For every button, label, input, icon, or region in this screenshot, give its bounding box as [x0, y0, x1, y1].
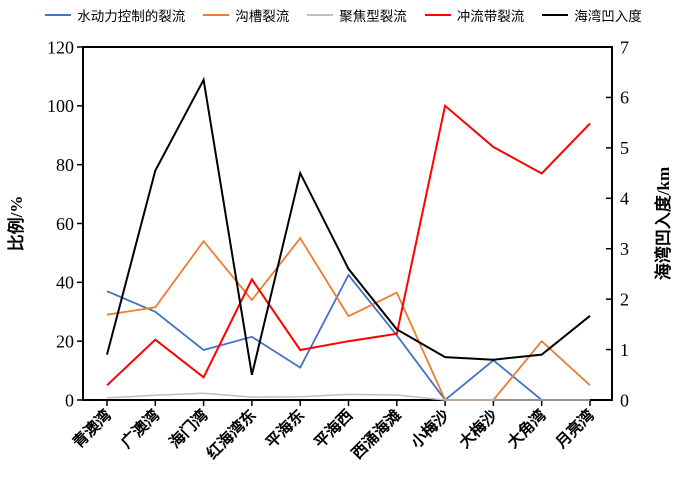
legend-item-swash-rip: 冲流带裂流	[424, 5, 525, 25]
series-line-2-rip-ratio	[106, 392, 590, 401]
legend-label: 水动力控制的裂流	[77, 9, 186, 24]
series-line-1-rip-ratio	[106, 236, 591, 401]
x-tick-label: 大梅沙	[455, 405, 502, 452]
legend: 水动力控制的裂流 沟槽裂流 聚焦型裂流 冲流带裂流 海湾凹入度	[0, 5, 687, 25]
y-right-tick-label: 2	[620, 289, 629, 309]
y-right-tick-label: 3	[620, 239, 629, 259]
legend-label: 海湾凹入度	[574, 9, 642, 24]
y-right-tick-label: 1	[620, 340, 629, 360]
legend-swatch-black-line-icon	[542, 14, 569, 16]
series-line-0-rip-ratio	[106, 273, 543, 402]
y-right-tick-label: 0	[620, 390, 629, 410]
y-left-tick-label: 80	[56, 155, 74, 175]
plot-border	[82, 46, 613, 401]
series-line-4-bay-indentation	[106, 76, 591, 376]
x-tick-label: 海门湾	[165, 405, 212, 452]
legend-label: 冲流带裂流	[456, 9, 525, 24]
x-tick-label: 西涌海滩	[347, 405, 405, 463]
x-tick-label: 平海西	[310, 405, 356, 451]
x-tick-label: 青澳湾	[69, 405, 116, 452]
y-left-tick-label: 100	[47, 96, 74, 116]
y-right-tick-label: 6	[620, 88, 629, 108]
x-tick-label: 小梅沙	[407, 405, 454, 452]
right-axis-title: 海湾凹入度/km	[653, 167, 673, 280]
y-left-tick-label: 60	[56, 214, 74, 234]
y-left-tick-label: 20	[56, 331, 74, 351]
y-left-tick-label: 0	[65, 390, 74, 410]
series-line-3-rip-ratio	[106, 103, 591, 387]
y-right-tick-label: 4	[620, 189, 629, 209]
legend-label: 聚焦型裂流	[339, 9, 407, 24]
x-tick-label: 红海湾东	[202, 405, 259, 462]
x-tick-label: 月亮湾	[551, 405, 598, 452]
legend-swatch-gray-line-icon	[307, 14, 334, 16]
y-left-tick-label: 120	[47, 37, 74, 57]
legend-label: 沟槽裂流	[235, 9, 290, 24]
y-left-tick-label: 40	[56, 273, 74, 293]
x-tick-label: 大角湾	[503, 405, 550, 452]
x-tick-label: 平海东	[262, 405, 308, 451]
legend-item-channel-rip: 沟槽裂流	[203, 5, 289, 25]
legend-swatch-orange-line-icon	[203, 14, 230, 16]
y-right-tick-label: 7	[620, 37, 629, 57]
legend-item-focused-rip: 聚焦型裂流	[307, 5, 407, 25]
legend-swatch-red-line-icon	[424, 14, 451, 16]
x-tick-label: 广澳湾	[117, 405, 164, 452]
legend-item-bay-indentation: 海湾凹入度	[542, 5, 642, 25]
legend-item-hydrodynamic-rip: 水动力控制的裂流	[45, 5, 185, 25]
y-right-tick-label: 5	[620, 138, 629, 158]
legend-swatch-blue-line-icon	[45, 14, 72, 16]
left-axis-title: 比例/%	[6, 196, 26, 252]
